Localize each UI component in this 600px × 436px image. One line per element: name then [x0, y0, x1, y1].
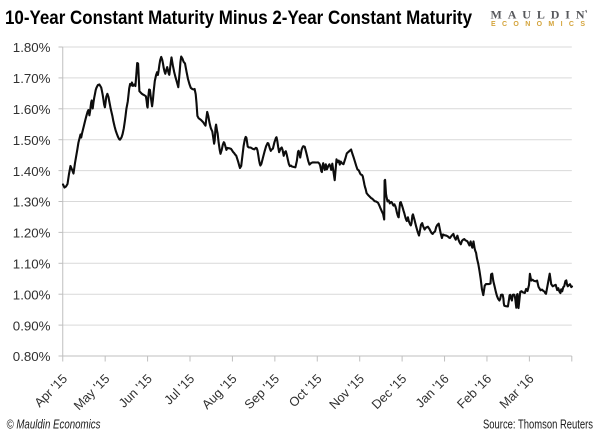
svg-text:0.90%: 0.90%	[13, 318, 51, 333]
svg-text:1.50%: 1.50%	[13, 133, 51, 148]
svg-text:1.40%: 1.40%	[13, 164, 51, 179]
svg-text:1.00%: 1.00%	[13, 287, 51, 302]
svg-text:1.30%: 1.30%	[13, 195, 51, 210]
svg-text:© Mauldin Economics: © Mauldin Economics	[7, 417, 101, 432]
svg-text:1.60%: 1.60%	[13, 102, 51, 117]
svg-text:0.80%: 0.80%	[13, 349, 51, 364]
svg-text:ECONOMICS: ECONOMICS	[491, 21, 585, 28]
svg-text:1.80%: 1.80%	[13, 40, 51, 55]
svg-text:1.10%: 1.10%	[13, 257, 51, 272]
svg-text:Source: Thomson Reuters: Source: Thomson Reuters	[483, 416, 593, 431]
svg-text:1.70%: 1.70%	[13, 71, 51, 86]
svg-text:10-Year Constant Maturity Minu: 10-Year Constant Maturity Minus 2-Year C…	[5, 8, 472, 29]
svg-text:1.20%: 1.20%	[13, 226, 51, 241]
